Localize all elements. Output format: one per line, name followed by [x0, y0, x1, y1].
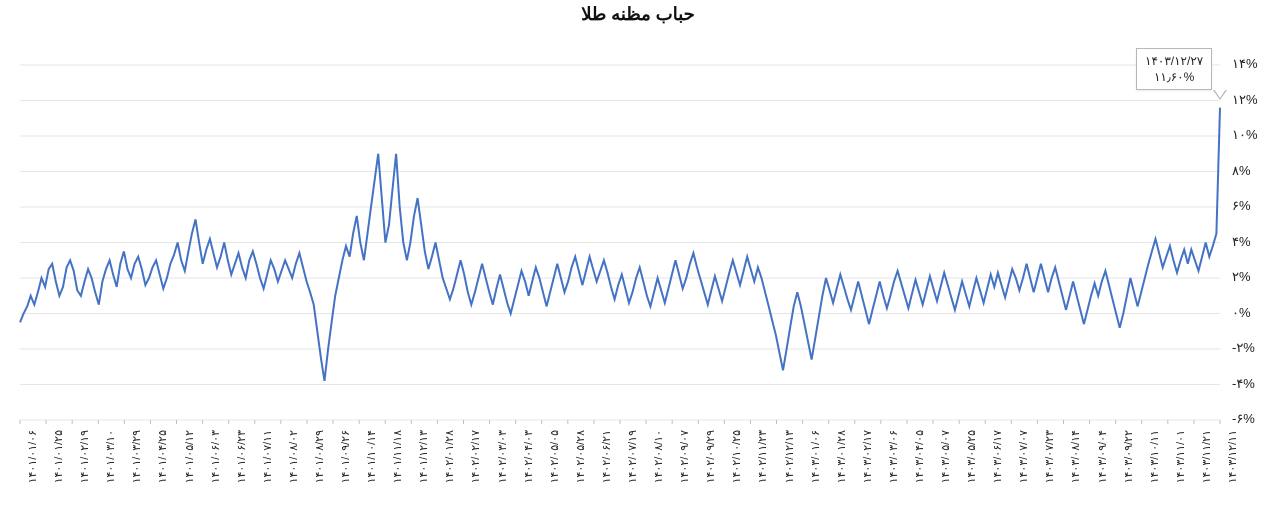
x-tick-label: ۱۴۰۳/۰۸/۱۴ — [1069, 430, 1082, 506]
data-tooltip: ۱۴۰۳/۱۲/۲۷ ۱۱٫۶۰% — [1136, 48, 1212, 90]
chart-container: حباب مظنه طلا -۶%-۴%-۲%۰%۲%۴%۶%۸%۱۰%۱۲%۱… — [0, 0, 1276, 520]
x-tick-label: ۱۴۰۳/۰۲/۱۷ — [861, 430, 874, 506]
x-tick-label: ۱۴۰۳/۰۴/۰۵ — [913, 430, 926, 506]
y-tick-label: ۶% — [1232, 198, 1251, 214]
y-tick-label: ۱۴% — [1232, 56, 1258, 72]
x-tick-label: ۱۴۰۳/۱۲/۱۱ — [1226, 430, 1239, 506]
x-tick-label: ۱۴۰۳/۰۱/۰۶ — [809, 430, 822, 506]
x-tick-label: ۱۴۰۲/۰۸/۱۰ — [652, 430, 665, 506]
y-tick-label: ۸% — [1232, 163, 1251, 179]
x-tick-label: ۱۴۰۱/۰۶/۰۳ — [209, 430, 222, 506]
x-tick-label: ۱۴۰۲/۰۵/۲۸ — [574, 430, 587, 506]
x-tick-label: ۱۴۰۳/۰۵/۲۵ — [965, 430, 978, 506]
x-tick-label: ۱۴۰۳/۰۷/۲۳ — [1043, 430, 1056, 506]
y-tick-label: ۱۰% — [1232, 127, 1258, 143]
x-tick-label: ۱۴۰۳/۰۹/۰۴ — [1096, 430, 1109, 506]
x-tick-label: ۱۴۰۱/۰۲/۱۹ — [78, 430, 91, 506]
x-tick-label: ۱۴۰۳/۰۶/۱۷ — [991, 430, 1004, 506]
x-tick-label: ۱۴۰۱/۱۲/۱۳ — [417, 430, 430, 506]
x-tick-label: ۱۴۰۲/۰۹/۰۷ — [678, 430, 691, 506]
x-tick-label: ۱۴۰۱/۰۱/۲۵ — [52, 430, 65, 506]
x-tick-label: ۱۴۰۲/۰۴/۰۳ — [522, 430, 535, 506]
x-tick-label: ۱۴۰۲/۰۵/۰۵ — [548, 430, 561, 506]
x-tick-label: ۱۴۰۳/۰۹/۲۲ — [1122, 430, 1135, 506]
x-tick-label: ۱۴۰۲/۱۲/۱۳ — [783, 430, 796, 506]
tooltip-value: ۱۱٫۶۰% — [1145, 69, 1203, 85]
y-tick-label: ۰% — [1232, 305, 1251, 321]
x-tick-label: ۱۴۰۱/۰۹/۲۶ — [339, 430, 352, 506]
x-tick-label: ۱۴۰۱/۰۳/۲۹ — [130, 430, 143, 506]
x-tick-label: ۱۴۰۱/۰۴/۲۵ — [156, 430, 169, 506]
x-tick-label: ۱۴۰۲/۰۱/۲۸ — [443, 430, 456, 506]
y-tick-label: -۶% — [1232, 411, 1255, 427]
x-tick-label: ۱۴۰۱/۰۵/۱۲ — [183, 430, 196, 506]
x-tick-label: ۱۴۰۳/۱۱/۲۱ — [1200, 430, 1213, 506]
x-tick-label: ۱۴۰۳/۱۱/۰۱ — [1174, 430, 1187, 506]
y-tick-label: ۴% — [1232, 234, 1251, 250]
x-tick-label: ۱۴۰۱/۰۳/۱۰ — [104, 430, 117, 506]
x-tick-label: ۱۴۰۲/۰۹/۲۹ — [704, 430, 717, 506]
x-tick-label: ۱۴۰۳/۱۰/۱۱ — [1148, 430, 1161, 506]
x-tick-label: ۱۴۰۳/۰۳/۰۶ — [887, 430, 900, 506]
tooltip-date: ۱۴۰۳/۱۲/۲۷ — [1145, 53, 1203, 69]
y-tick-label: ۱۲% — [1232, 92, 1258, 108]
x-tick-label: ۱۴۰۳/۰۵/۰۷ — [939, 430, 952, 506]
x-tick-label: ۱۴۰۲/۰۷/۱۹ — [626, 430, 639, 506]
y-tick-label: -۴% — [1232, 376, 1255, 392]
x-tick-label: ۱۴۰۱/۰۱/۰۶ — [26, 430, 39, 506]
x-tick-label: ۱۴۰۳/۰۱/۲۸ — [835, 430, 848, 506]
y-tick-label: -۲% — [1232, 340, 1255, 356]
x-tick-label: ۱۴۰۱/۰۸/۰۲ — [287, 430, 300, 506]
x-tick-label: ۱۴۰۲/۰۶/۲۱ — [600, 430, 613, 506]
x-tick-label: ۱۴۰۱/۰۸/۲۹ — [313, 430, 326, 506]
x-tick-label: ۱۴۰۱/۱۰/۱۴ — [365, 430, 378, 506]
x-tick-label: ۱۴۰۲/۱۰/۲۵ — [730, 430, 743, 506]
x-tick-label: ۱۴۰۲/۱۱/۲۳ — [756, 430, 769, 506]
x-tick-label: ۱۴۰۳/۰۷/۰۷ — [1017, 430, 1030, 506]
x-tick-label: ۱۴۰۲/۰۳/۰۳ — [496, 430, 509, 506]
x-tick-label: ۱۴۰۲/۰۲/۱۷ — [469, 430, 482, 506]
tooltip-pointer — [1213, 90, 1227, 100]
x-tick-label: ۱۴۰۱/۰۶/۲۳ — [235, 430, 248, 506]
x-tick-label: ۱۴۰۱/۱۱/۱۸ — [391, 430, 404, 506]
y-tick-label: ۲% — [1232, 269, 1251, 285]
x-tick-label: ۱۴۰۱/۰۷/۱۱ — [261, 430, 274, 506]
